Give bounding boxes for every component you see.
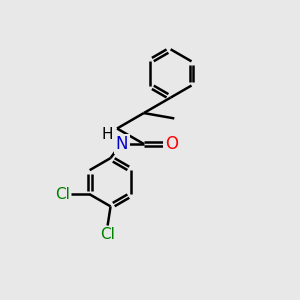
Text: Cl: Cl: [100, 227, 115, 242]
Text: O: O: [165, 135, 178, 153]
Text: Cl: Cl: [55, 187, 70, 202]
Text: H: H: [101, 127, 113, 142]
Text: N: N: [116, 135, 128, 153]
